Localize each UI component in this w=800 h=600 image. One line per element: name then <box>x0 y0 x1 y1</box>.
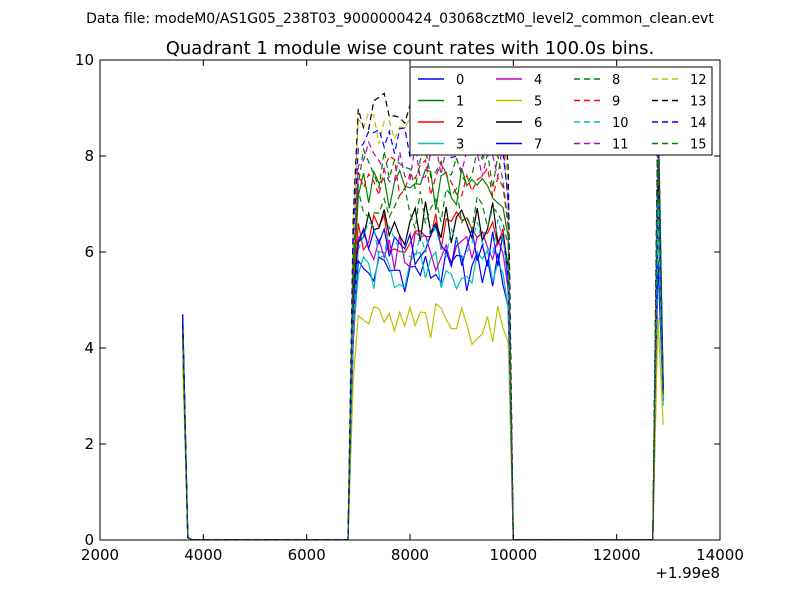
chart-title: Quadrant 1 module wise count rates with … <box>166 38 655 59</box>
legend-label-0: 0 <box>456 73 464 88</box>
legend-label-9: 9 <box>612 95 620 110</box>
figure-suptitle: Data file: modeM0/AS1G05_238T03_90000004… <box>86 11 714 27</box>
x-tick-label: 8000 <box>391 546 429 564</box>
x-tick-label: 12000 <box>593 546 641 564</box>
y-tick-label: 10 <box>75 51 94 69</box>
legend-label-2: 2 <box>456 116 464 131</box>
series-line-7 <box>182 190 664 540</box>
legend-label-4: 4 <box>534 73 542 88</box>
legend-label-11: 11 <box>612 138 629 153</box>
legend-label-8: 8 <box>612 73 620 88</box>
legend-label-15: 15 <box>690 138 707 153</box>
x-tick-label: 10000 <box>489 546 537 564</box>
x-offset-label: +1.99e8 <box>655 564 720 582</box>
x-tick-label: 14000 <box>696 546 744 564</box>
series-line-10 <box>182 203 664 540</box>
y-tick-label: 6 <box>84 243 94 261</box>
series-line-4 <box>182 199 664 540</box>
y-tick-label: 0 <box>84 531 94 549</box>
x-tick-label: 2000 <box>81 546 119 564</box>
y-tick-label: 2 <box>84 435 94 453</box>
x-tick-label: 6000 <box>288 546 326 564</box>
legend-frame <box>409 66 713 156</box>
series-line-11 <box>182 113 664 540</box>
legend-label-13: 13 <box>690 95 707 110</box>
legend-label-5: 5 <box>534 95 542 110</box>
x-tick-label: 4000 <box>184 546 222 564</box>
series-line-6 <box>182 186 664 540</box>
legend-label-12: 12 <box>690 73 707 88</box>
legend-label-10: 10 <box>612 116 629 131</box>
series-line-5 <box>182 302 664 540</box>
legend-label-6: 6 <box>534 116 542 131</box>
legend-label-14: 14 <box>690 116 707 131</box>
series-line-2 <box>182 183 664 540</box>
legend-label-7: 7 <box>534 138 542 153</box>
series-line-3 <box>182 222 664 540</box>
y-tick-label: 8 <box>84 147 94 165</box>
legend-label-3: 3 <box>456 138 464 153</box>
plot-frame <box>99 59 721 541</box>
y-tick-label: 4 <box>84 339 94 357</box>
legend-label-1: 1 <box>456 95 464 110</box>
